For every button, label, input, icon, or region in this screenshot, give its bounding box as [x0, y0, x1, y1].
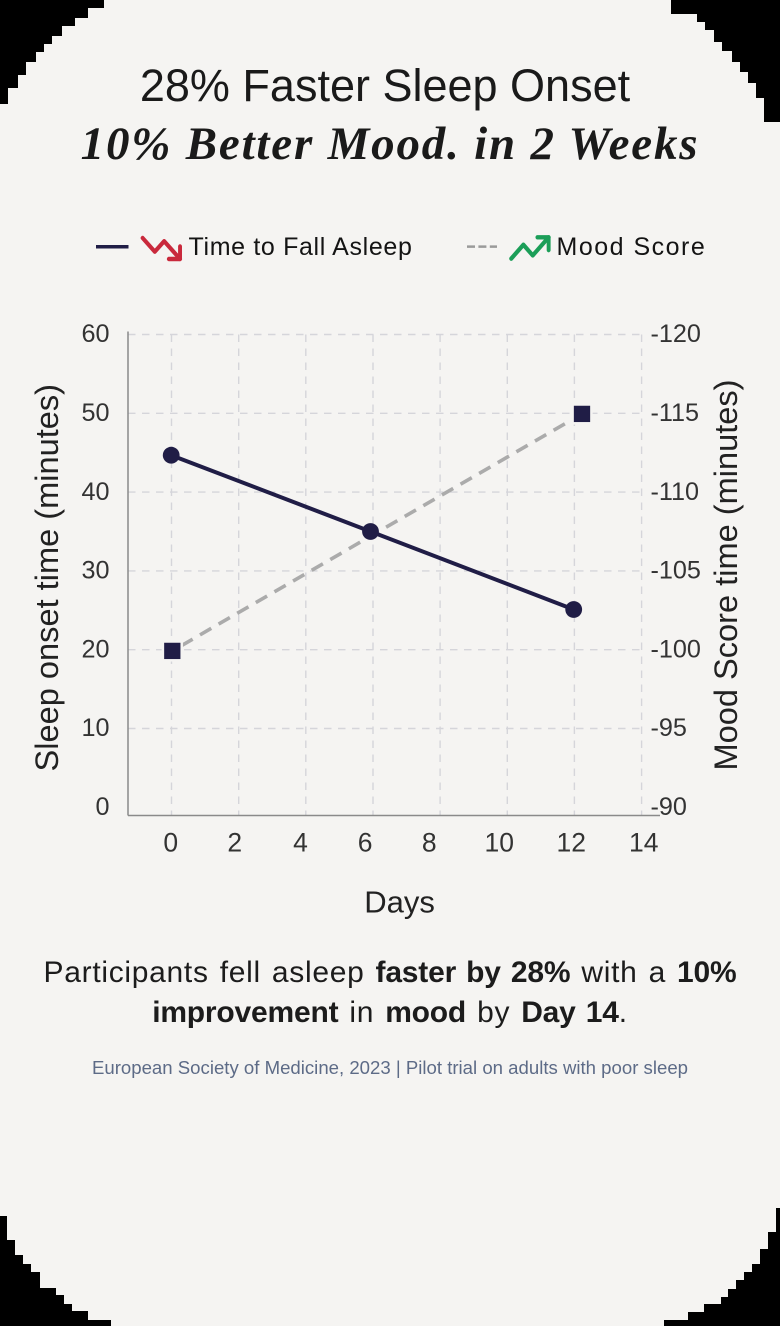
svg-text:-105: -105 — [651, 557, 701, 585]
svg-text:Days: Days — [364, 884, 435, 919]
svg-text:Mood Score: Mood Score — [557, 233, 707, 261]
svg-text:Sleep onset time (minutes): Sleep onset time (minutes) — [28, 384, 65, 772]
svg-text:20: 20 — [81, 635, 109, 663]
svg-text:14: 14 — [629, 828, 658, 858]
svg-text:40: 40 — [81, 478, 109, 506]
svg-text:-95: -95 — [651, 714, 687, 742]
svg-text:4: 4 — [293, 828, 308, 858]
svg-text:12: 12 — [557, 828, 586, 858]
svg-text:Mood Score time (minutes): Mood Score time (minutes) — [707, 379, 744, 770]
svg-text:8: 8 — [422, 828, 437, 858]
svg-text:10: 10 — [81, 714, 109, 742]
svg-text:30: 30 — [81, 557, 109, 585]
svg-text:2: 2 — [227, 828, 242, 858]
svg-text:-115: -115 — [651, 399, 700, 427]
svg-text:0: 0 — [95, 793, 109, 821]
svg-text:10: 10 — [484, 828, 513, 858]
svg-text:0: 0 — [163, 828, 178, 858]
svg-text:-100: -100 — [651, 635, 701, 663]
svg-text:60: 60 — [81, 320, 109, 348]
svg-text:Time to Fall Asleep: Time to Fall Asleep — [189, 233, 413, 261]
svg-text:-90: -90 — [651, 793, 687, 821]
svg-text:-110: -110 — [651, 478, 700, 506]
svg-text:6: 6 — [358, 828, 373, 858]
svg-text:50: 50 — [81, 399, 109, 427]
svg-text:-120: -120 — [651, 320, 701, 348]
